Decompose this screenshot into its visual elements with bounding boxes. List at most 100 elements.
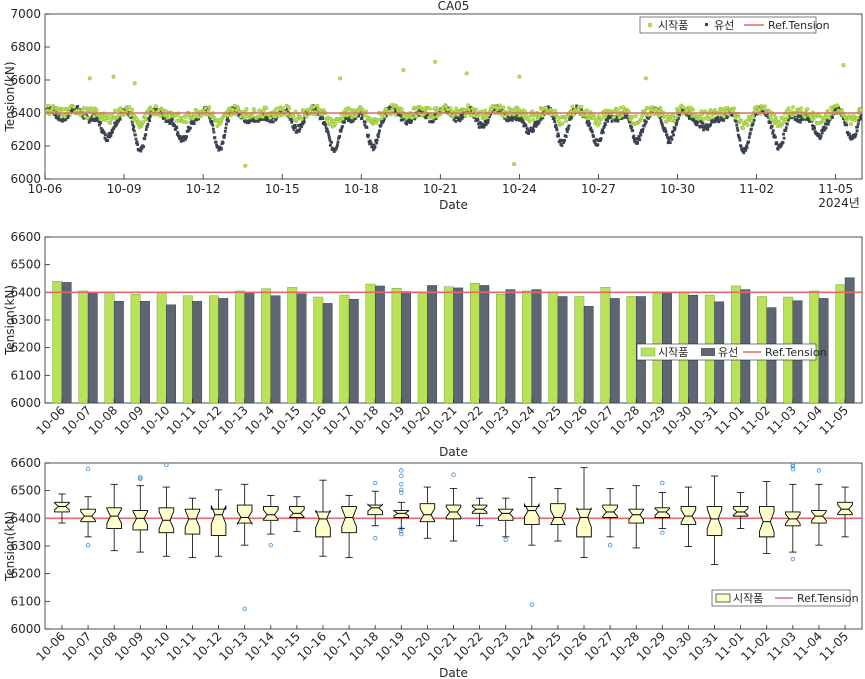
oiled-point — [407, 117, 411, 120]
oiled-point — [101, 128, 105, 132]
legend-box — [639, 16, 817, 34]
box-body — [602, 504, 618, 518]
oiled-point — [637, 135, 641, 138]
oiled-point — [106, 139, 110, 142]
oiled-point — [666, 136, 669, 139]
box-body — [132, 510, 149, 531]
prototype-point — [232, 103, 237, 108]
bar-prototype — [313, 296, 324, 404]
x-tick-label: 10-09 — [112, 629, 147, 664]
x-axis-label: Date — [439, 198, 468, 212]
bar-oiled — [296, 293, 307, 404]
oiled-point — [672, 133, 675, 137]
oiled-point — [722, 113, 726, 116]
prototype-point — [640, 113, 645, 118]
oiled-point — [601, 128, 605, 132]
bar-prototype — [365, 283, 376, 404]
oiled-point — [750, 127, 753, 131]
x-tick-label: 10-27 — [582, 403, 617, 438]
oiled-point — [484, 123, 488, 127]
oiled-point — [87, 120, 91, 124]
oiled-point — [155, 107, 159, 111]
oiled-point — [324, 126, 328, 129]
x-tick-label: 10-14 — [242, 629, 277, 664]
prototype-outlier-point — [517, 74, 522, 79]
prototype-point — [849, 121, 854, 126]
oiled-point — [190, 121, 193, 125]
oiled-point — [461, 113, 465, 117]
oiled-point — [195, 118, 199, 121]
x-axis-label: Date — [439, 666, 468, 679]
oiled-point — [233, 106, 236, 110]
oiled-point — [114, 123, 118, 127]
oiled-point — [747, 140, 751, 144]
oiled-point — [797, 118, 801, 122]
oiled-point — [513, 115, 517, 119]
oiled-point — [827, 120, 831, 124]
prototype-point — [291, 114, 296, 119]
oiled-point — [833, 106, 837, 110]
oiled-point — [183, 135, 186, 139]
oiled-point — [223, 133, 227, 137]
oiled-point — [153, 108, 157, 112]
oiled-point — [647, 116, 650, 120]
prototype-point — [85, 116, 90, 120]
bar-prototype — [443, 286, 454, 404]
oiled-point — [118, 117, 122, 121]
prototype-point — [143, 117, 148, 122]
x-tick-label: 10-30 — [660, 182, 695, 196]
prototype-point — [287, 106, 292, 111]
oiled-point — [592, 135, 595, 138]
x-tick-label: 10-09 — [112, 403, 147, 438]
box-body — [315, 509, 331, 538]
oiled-point — [488, 115, 491, 119]
oiled-point — [167, 119, 171, 123]
y-tick-label: 6200 — [10, 567, 41, 581]
legend-swatch-prototype — [647, 22, 653, 28]
x-tick-label: 10-18 — [344, 182, 379, 196]
prototype-outlier-point — [433, 59, 438, 64]
bar-oiled — [583, 305, 594, 404]
oiled-point — [387, 107, 391, 110]
oiled-point — [580, 108, 583, 112]
x-tick-label: 10-31 — [686, 629, 721, 664]
oiled-point — [134, 137, 138, 141]
prototype-outlier-point — [338, 76, 343, 81]
oiled-point — [476, 117, 479, 120]
prototype-point — [591, 116, 596, 120]
prototype-point — [158, 113, 163, 118]
oiled-point — [675, 121, 679, 125]
x-tick-label: 10-26 — [556, 403, 591, 438]
x-tick-label: 11-05 — [817, 403, 852, 438]
oiled-point — [770, 124, 774, 128]
oiled-point — [76, 104, 80, 108]
oiled-point — [706, 127, 710, 131]
prototype-point — [483, 108, 488, 113]
bar-oiled — [531, 289, 542, 404]
oiled-point — [585, 121, 589, 125]
box-outlier — [790, 556, 796, 562]
oiled-point — [594, 138, 598, 141]
oiled-point — [590, 130, 594, 134]
prototype-point — [812, 115, 817, 120]
oiled-point — [606, 117, 610, 120]
oiled-point — [685, 113, 689, 117]
oiled-point — [620, 117, 624, 120]
oiled-point — [616, 119, 620, 123]
oiled-point — [702, 128, 705, 132]
bar-oiled — [244, 292, 255, 404]
oiled-point — [130, 120, 134, 124]
prototype-point — [184, 120, 189, 125]
prototype-point — [840, 107, 844, 112]
oiled-point — [787, 118, 790, 122]
x-tick-label: 11-05 — [817, 629, 852, 664]
oiled-point — [819, 134, 823, 138]
box-outlier — [660, 480, 665, 486]
oiled-point — [285, 107, 289, 111]
prototype-point — [780, 122, 785, 127]
prototype-point — [799, 106, 804, 111]
oiled-point — [169, 117, 173, 121]
oiled-point — [812, 125, 816, 129]
oiled-point — [328, 138, 332, 142]
oiled-point — [252, 116, 256, 120]
